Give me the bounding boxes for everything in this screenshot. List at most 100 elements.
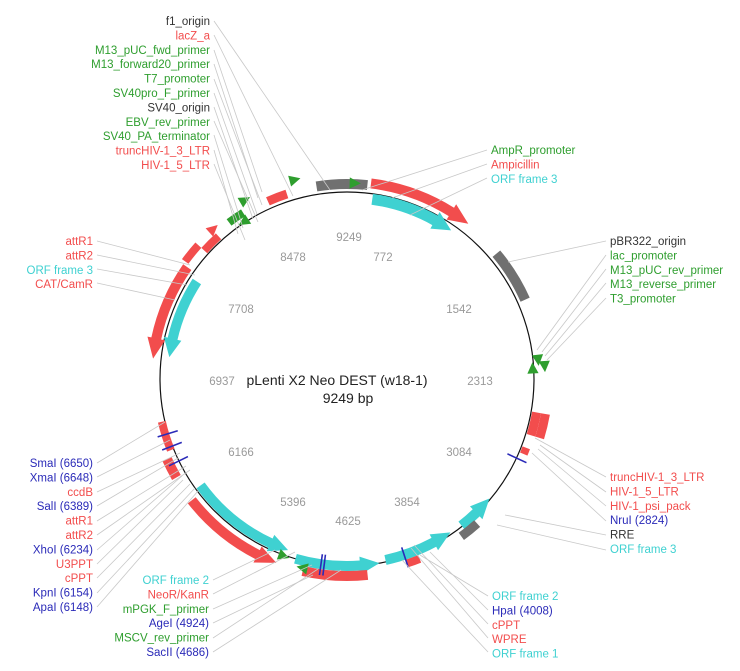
bottom-left-label[interactable]: NeoR/KanR (148, 589, 209, 601)
left-mid-label[interactable]: attR2 (66, 250, 94, 262)
right-bottom-label[interactable]: truncHIV-1_3_LTR (610, 472, 704, 484)
left-bottom-label[interactable]: U3PPT (56, 559, 93, 571)
label-group-bottom-right: ORF frame 2 HpaI (4008) cPPT WPRE ORF frame … (492, 591, 558, 661)
hiv-psi-feature[interactable] (520, 446, 530, 456)
ampicillin-feature[interactable] (370, 178, 469, 224)
left-bottom-label[interactable]: SmaI (6650) (30, 458, 93, 470)
t3-promoter-icon[interactable] (538, 360, 550, 373)
right-label[interactable]: M13_reverse_primer (610, 279, 716, 291)
hiv-5-ltr-top-feature[interactable] (266, 189, 289, 206)
right-label[interactable]: pBR322_origin (610, 236, 686, 248)
hpai-site[interactable] (400, 547, 409, 568)
top-right-label[interactable]: Ampicillin (491, 159, 540, 171)
tick-label: 1542 (446, 304, 472, 316)
leader-right-bottom-5 (496, 524, 607, 551)
left-bottom-label[interactable]: ApaI (6148) (33, 602, 93, 614)
hiv-1-5-ltr-feature[interactable] (535, 413, 550, 440)
top-left-label[interactable]: truncHIV-1_3_LTR (116, 146, 210, 158)
ebv-primer-icon[interactable] (237, 197, 251, 208)
rre-feature[interactable] (458, 520, 481, 540)
top-left-label[interactable]: T7_promoter (144, 74, 210, 86)
smai-site[interactable] (168, 455, 189, 467)
bottom-left-label[interactable]: mPGK_F_primer (123, 604, 209, 616)
right-label[interactable]: lac_promoter (610, 250, 677, 262)
bottom-right-label[interactable]: WPRE (492, 634, 527, 646)
top-left-label[interactable]: M13_forward20_primer (91, 59, 210, 71)
left-bottom-label[interactable]: attR2 (66, 530, 94, 542)
bottom-left-label[interactable]: SacII (4686) (146, 647, 209, 659)
right-bottom-label[interactable]: ORF frame 3 (610, 544, 676, 556)
trunchiv-3-ltr-feature[interactable] (526, 411, 542, 437)
trunchiv-top-icon[interactable] (205, 224, 218, 237)
top-left-label[interactable]: SV40_origin (147, 102, 210, 114)
leader-right-3 (544, 282, 607, 357)
leader-right-bottom-3 (531, 452, 607, 522)
agei-site[interactable] (322, 554, 327, 576)
left-mid-label[interactable]: CAT/CamR (35, 279, 93, 291)
ampr-promoter-icon[interactable] (349, 177, 361, 189)
leader-left-bottom-3 (96, 457, 179, 507)
attr2-top-feature[interactable] (181, 242, 202, 264)
right-label[interactable]: T3_promoter (610, 294, 676, 306)
left-mid-label[interactable]: attR1 (66, 236, 94, 248)
top-left-label[interactable]: M13_pUC_fwd_primer (95, 45, 210, 57)
leader-right-1 (536, 254, 607, 351)
right-label[interactable]: M13_pUC_rev_primer (610, 265, 723, 277)
left-bottom-label[interactable]: XmaI (6648) (30, 472, 93, 484)
xhoi-site[interactable] (157, 429, 178, 438)
top-right-label[interactable]: ORF frame 3 (491, 174, 557, 186)
bottom-right-label[interactable]: HpaI (4008) (492, 605, 553, 617)
leader-bottom-right-1 (429, 551, 489, 611)
right-bottom-label[interactable]: HIV-1_psi_pack (610, 501, 691, 513)
u3ppt-feature[interactable] (157, 420, 175, 452)
wpre-feature[interactable] (405, 555, 422, 568)
leader-top-left-0 (213, 20, 331, 191)
left-bottom-label[interactable]: ccdB (67, 487, 93, 499)
leader-left-bottom-5 (96, 469, 191, 536)
sacii-site[interactable] (318, 554, 324, 576)
camr-feature[interactable] (147, 264, 192, 359)
leader-top-left-2 (213, 49, 263, 193)
top-left-label[interactable]: SV40_PA_terminator (103, 131, 210, 143)
right-bottom-label[interactable]: NruI (2824) (610, 515, 668, 527)
leader-left-bottom-9 (96, 487, 196, 594)
orf-frame3-right-feature[interactable] (458, 498, 490, 530)
m13-rev-icon[interactable] (527, 362, 539, 374)
left-bottom-label[interactable]: attR1 (66, 516, 94, 528)
right-bottom-label[interactable]: RRE (610, 530, 635, 542)
top-left-label[interactable]: HIV-1_5_LTR (141, 160, 210, 172)
top-right-label[interactable]: AmpR_promoter (491, 145, 576, 157)
attr1-top-feature[interactable] (201, 233, 222, 254)
bottom-left-label[interactable]: MSCV_rev_primer (114, 633, 209, 645)
sv40pro-icon[interactable] (288, 175, 301, 187)
pbr322-origin-feature[interactable] (492, 250, 530, 302)
bottom-left-label[interactable]: ORF frame 2 (143, 575, 209, 587)
nrui-site[interactable] (507, 453, 527, 464)
left-bottom-label[interactable]: SalI (6389) (37, 501, 93, 513)
ccdb-feature[interactable] (162, 457, 181, 480)
left-mid-label[interactable]: ORF frame 3 (27, 265, 93, 277)
orf-frame2-bottom-feature[interactable] (294, 553, 380, 575)
leader-right-4 (546, 297, 607, 361)
neor-kanr-feature[interactable] (187, 497, 277, 563)
bottom-left-label[interactable]: AgeI (4924) (149, 618, 209, 630)
top-left-label[interactable]: SV40pro_F_primer (113, 88, 210, 100)
right-bottom-label[interactable]: HIV-1_5_LTR (610, 486, 679, 498)
orf-frame3-top-feature[interactable] (371, 193, 452, 231)
lac-promoter-icon[interactable] (531, 354, 544, 366)
bottom-right-label[interactable]: ORF frame 1 (492, 649, 558, 661)
sali-site[interactable] (161, 441, 183, 451)
bottom-right-label[interactable]: ORF frame 2 (492, 591, 558, 603)
top-left-label[interactable]: f1_origin (166, 16, 210, 28)
orf-frame3-left-feature[interactable] (163, 278, 202, 358)
bottom-right-label[interactable]: cPPT (492, 620, 520, 632)
left-bottom-label[interactable]: XhoI (6234) (33, 544, 93, 556)
top-left-label[interactable]: EBV_rev_primer (126, 117, 211, 129)
left-bottom-label[interactable]: cPPT (65, 573, 93, 585)
top-left-label[interactable]: lacZ_a (175, 30, 210, 42)
m13-fwd-icon[interactable] (238, 214, 252, 226)
leader-right-bottom-4 (504, 514, 607, 536)
orf-frame2-left-feature[interactable] (196, 482, 289, 552)
left-bottom-label[interactable]: KpnI (6154) (33, 588, 93, 600)
